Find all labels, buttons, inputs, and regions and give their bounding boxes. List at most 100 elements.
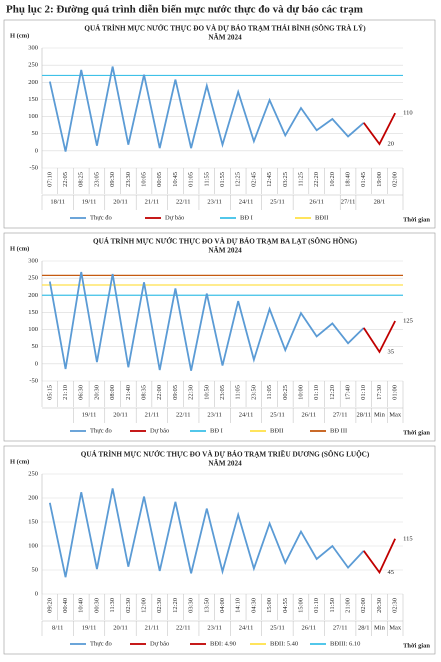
chart-title: QUÁ TRÌNH MỰC NƯỚC THỰC ĐO VÀ DỰ BÁO TRẠ… <box>81 449 370 459</box>
x-tick-label: 02:30 <box>125 598 132 613</box>
date-label: 26/11 <box>302 411 317 418</box>
x-tick-label: 03:25 <box>282 172 289 187</box>
legend-label: BĐ I <box>210 427 223 434</box>
y-tick-label: -50 <box>29 377 38 384</box>
x-tick-label: 12:00 <box>141 598 148 613</box>
x-axis-label: Thời gian <box>403 216 430 223</box>
x-tick-label: 04:55 <box>282 598 289 613</box>
y-axis-label: H (cm) <box>10 245 29 252</box>
y-tick-label: 0 <box>35 147 38 154</box>
x-tick-label: 19:00 <box>376 172 383 187</box>
series-line <box>48 271 365 371</box>
date-label: 20/11 <box>113 624 128 631</box>
date-label: 27/11 <box>333 411 348 418</box>
x-tick-label: 15:00 <box>297 598 304 613</box>
x-tick-label: 22:05 <box>62 172 69 187</box>
date-label: 20/11 <box>113 411 128 418</box>
date-label: 8/11 <box>52 624 63 631</box>
date-label: 27/11 <box>341 198 356 205</box>
date-label: 19/11 <box>82 198 97 205</box>
date-label: 22/11 <box>176 198 191 205</box>
x-tick-label: 22:20 <box>313 172 320 187</box>
y-tick-label: 50 <box>32 130 39 137</box>
y-tick-label: 300 <box>28 44 38 51</box>
y-tick-label: 150 <box>28 309 38 316</box>
x-tick-label: 03:30 <box>188 598 195 613</box>
chart-subtitle: NĂM 2024 <box>208 32 242 42</box>
legend-label: BĐII <box>270 427 283 434</box>
x-tick-label: 11:05 <box>266 385 273 400</box>
x-tick-label: 12:20 <box>172 598 179 613</box>
data-label: 35 <box>387 348 394 355</box>
x-tick-label: 21:00 <box>345 598 352 613</box>
y-tick-label: 100 <box>28 113 38 120</box>
x-tick-label: 23:05 <box>93 172 100 187</box>
x-tick-label: 01:00 <box>392 385 399 400</box>
x-tick-label: 11:50 <box>329 598 336 613</box>
x-tick-label: 18:40 <box>345 172 352 187</box>
x-tick-label: 15:00 <box>266 598 273 613</box>
date-label: 23/11 <box>207 624 222 631</box>
date-label: 24/11 <box>239 624 254 631</box>
x-tick-label: 17:30 <box>376 385 383 400</box>
legend-label: Dự báo <box>150 427 169 434</box>
y-tick-label: 250 <box>28 275 38 282</box>
x-tick-label: 11:25 <box>297 172 304 187</box>
date-label: 21/11 <box>145 198 160 205</box>
date-label: 24/11 <box>239 198 254 205</box>
date-label: 25/11 <box>270 198 285 205</box>
y-tick-label: 100 <box>28 326 38 333</box>
y-tick-label: 200 <box>28 292 38 299</box>
date-label: 18/11 <box>50 198 65 205</box>
x-tick-label: 09:20 <box>46 598 53 613</box>
date-label: Min <box>374 624 386 631</box>
x-tick-label: 04:30 <box>250 598 257 613</box>
date-label: 26/11 <box>309 198 324 205</box>
x-tick-label: 02:30 <box>392 598 399 613</box>
data-label: 110 <box>403 110 413 117</box>
x-tick-label: 07:10 <box>46 172 53 187</box>
x-tick-label: 14:10 <box>235 598 242 613</box>
x-axis-label: Thời gian <box>403 429 430 436</box>
legend-label: Dự báo <box>165 214 184 221</box>
y-tick-label: -50 <box>29 164 38 171</box>
date-label: 26/11 <box>302 624 317 631</box>
y-tick-label: 0 <box>35 590 38 597</box>
x-tick-label: 06:30 <box>78 385 85 400</box>
date-label: 23/11 <box>207 198 222 205</box>
x-tick-label: 02:00 <box>360 598 367 613</box>
x-tick-label: 01:05 <box>188 172 195 187</box>
x-tick-label: 12:25 <box>235 172 242 187</box>
y-tick-label: 200 <box>28 494 38 501</box>
x-tick-label: 11:55 <box>203 172 210 187</box>
x-tick-label: 12:45 <box>266 172 273 187</box>
y-axis-label: H (cm) <box>10 32 29 39</box>
legend-label: BĐII: 5.40 <box>270 640 298 647</box>
date-label: Max <box>389 411 402 418</box>
date-label: 22/11 <box>176 624 191 631</box>
y-axis-label: H (cm) <box>10 458 29 465</box>
x-tick-label: 00:25 <box>282 385 289 400</box>
chart-frame <box>3 445 436 655</box>
x-tick-label: 22:00 <box>156 385 163 400</box>
x-tick-label: 10:40 <box>78 598 85 613</box>
series-line <box>363 112 396 146</box>
x-tick-label: 20:30 <box>376 598 383 613</box>
series-line <box>48 488 365 578</box>
date-label: Max <box>389 624 402 631</box>
legend-label: BĐIII: 6.10 <box>330 640 360 647</box>
y-tick-label: 300 <box>28 257 38 264</box>
date-label: 28/1 <box>358 624 370 631</box>
x-tick-label: 08:00 <box>109 385 116 400</box>
legend-label: BĐI: 4.90 <box>210 640 236 647</box>
series-line <box>363 538 396 575</box>
x-tick-label: 21:10 <box>62 385 69 400</box>
legend-label: BĐ III <box>330 427 347 434</box>
x-tick-label: 05:15 <box>46 385 53 400</box>
page-title: Phụ lục 2: Đường quá trình diễn biến mực… <box>6 4 363 16</box>
x-tick-label: 22:30 <box>188 385 195 400</box>
legend-label: BĐII <box>315 214 328 221</box>
x-tick-label: 20:30 <box>93 385 100 400</box>
chart-frame <box>3 19 436 229</box>
x-tick-label: 01:55 <box>219 172 226 187</box>
